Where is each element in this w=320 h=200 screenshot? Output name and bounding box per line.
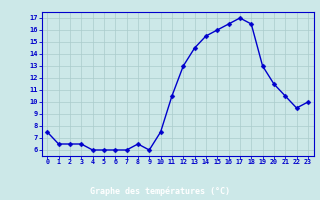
- Text: Graphe des températures (°C): Graphe des températures (°C): [90, 186, 230, 196]
